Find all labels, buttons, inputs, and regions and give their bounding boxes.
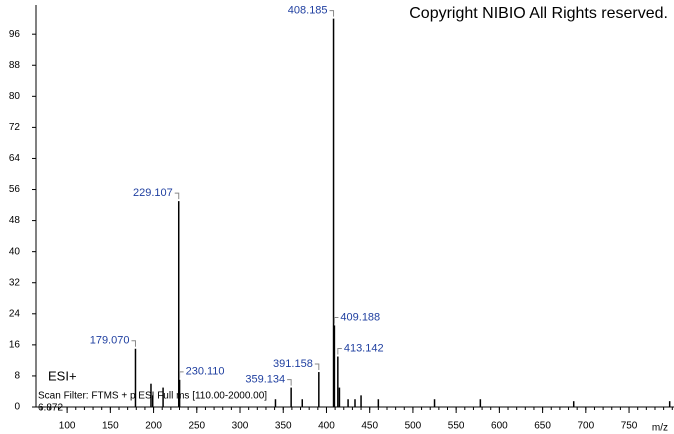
x-axis-label: m/z (652, 423, 668, 434)
x-tick-label: 600 (491, 421, 508, 432)
peak-label: 413.142 (344, 342, 384, 354)
x-tick-label: 400 (318, 421, 335, 432)
peak-label: 391.158 (273, 358, 313, 370)
y-tick-label: 72 (9, 122, 21, 133)
x-tick-label: 250 (188, 421, 205, 432)
label-bracket (179, 371, 184, 378)
y-tick-label: 8 (14, 371, 20, 382)
label-bracket (333, 316, 339, 324)
label-bracket (174, 192, 180, 200)
peak-label: 229.107 (133, 187, 173, 199)
x-tick-label: 650 (534, 421, 551, 432)
peak-label: 408.185 (288, 5, 328, 17)
y-tick-label: 0 (14, 402, 20, 413)
x-tick-label: 700 (577, 421, 594, 432)
x-tick-label: 550 (448, 421, 465, 432)
y-tick-label: 80 (9, 91, 21, 102)
peak-label: 359.134 (245, 373, 285, 385)
y-tick-label: 16 (9, 340, 21, 351)
y-tick-label: 40 (9, 246, 21, 257)
x-tick-label: 450 (361, 421, 378, 432)
y-tick-label: 24 (9, 308, 21, 319)
label-bracket (287, 379, 292, 386)
x-tick-label: 350 (275, 421, 292, 432)
time: 6.872 (38, 403, 63, 414)
x-tick-label: 150 (102, 421, 119, 432)
y-tick-label: 56 (9, 184, 21, 195)
label-bracket (131, 340, 136, 347)
mode: ESI+ (48, 368, 77, 383)
y-tick-label: 96 (9, 29, 21, 40)
y-tick-label: 48 (9, 215, 21, 226)
x-tick-label: 200 (145, 421, 162, 432)
peak-label: 179.070 (90, 335, 130, 347)
y-tick-label: 64 (9, 153, 21, 164)
copyright: Copyright NIBIO All Rights reserved. (409, 5, 668, 22)
x-tick-label: 300 (232, 421, 249, 432)
label-bracket (337, 348, 342, 355)
label-bracket (314, 363, 320, 371)
x-tick-label: 100 (59, 421, 76, 432)
label-bracket (329, 10, 335, 17)
y-tick-label: 32 (9, 277, 21, 288)
y-tick-label: 88 (9, 60, 21, 71)
x-tick-label: 750 (621, 421, 638, 432)
peak-label: 230.110 (186, 366, 225, 378)
x-tick-label: 500 (405, 421, 422, 432)
peak-label: 409.188 (340, 311, 380, 323)
